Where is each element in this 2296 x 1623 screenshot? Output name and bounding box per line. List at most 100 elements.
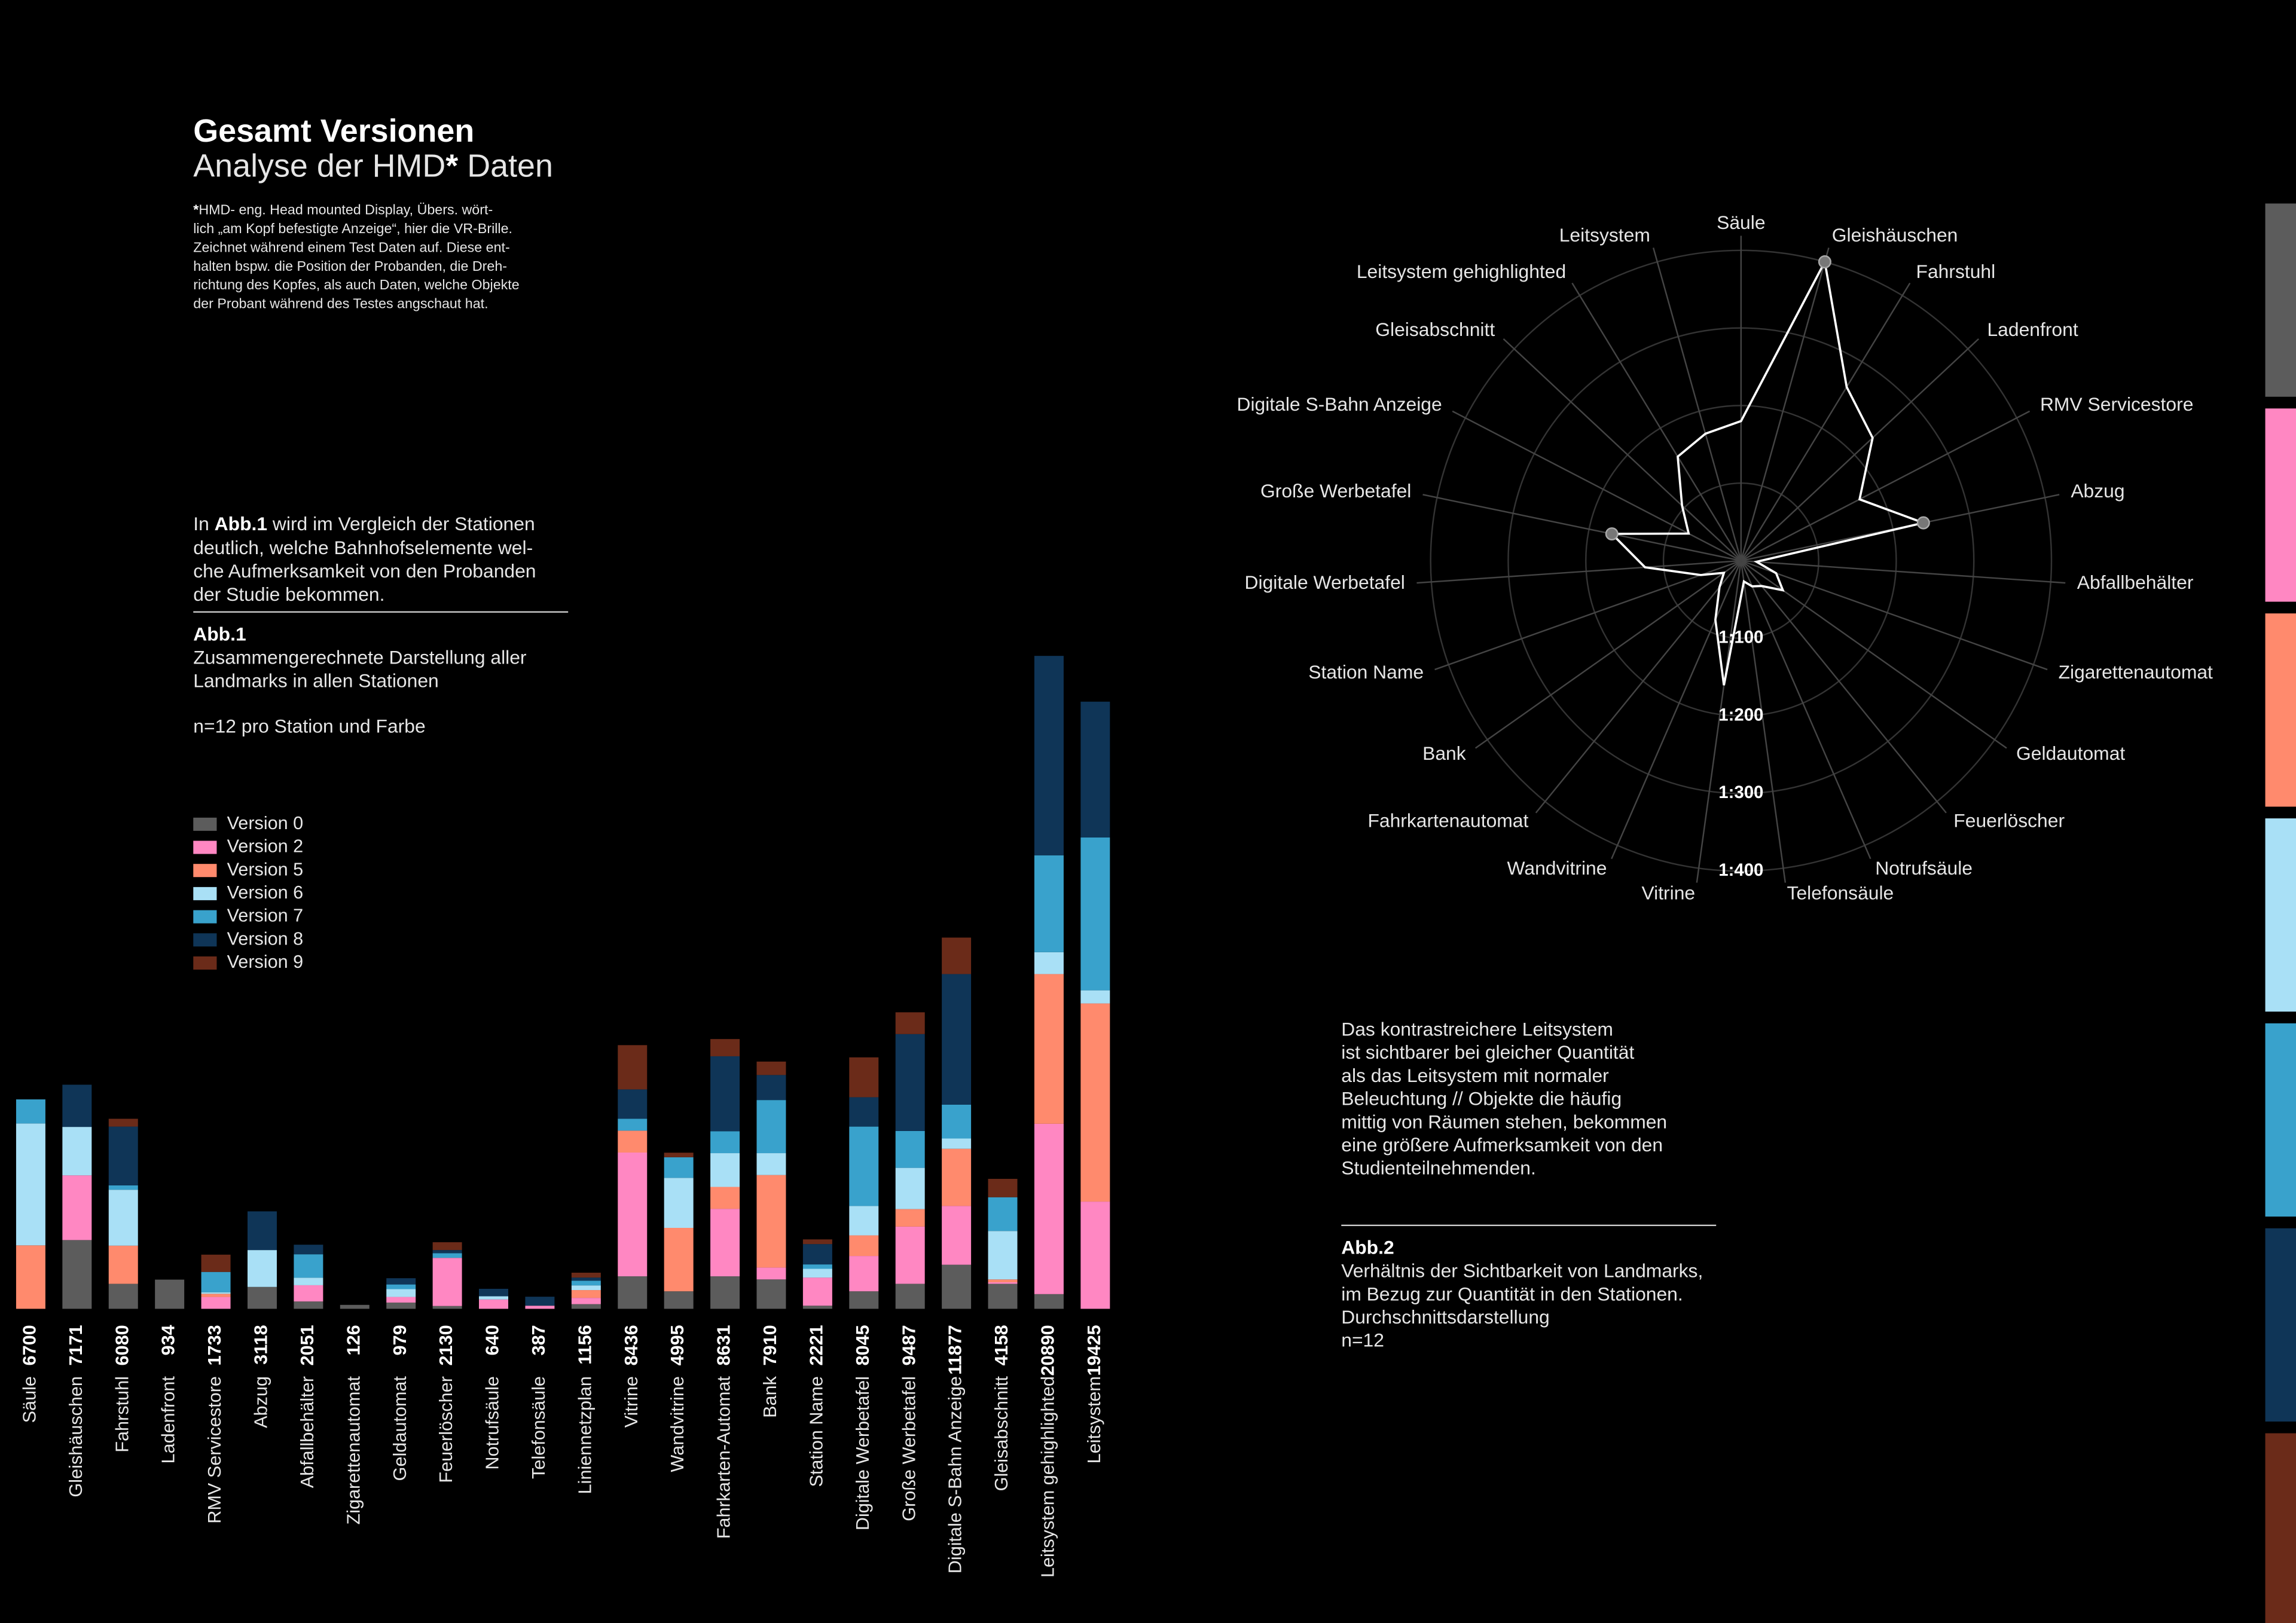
- footnote-line: richtung des Kopfes, als auch Daten, wel…: [193, 277, 519, 292]
- x-tick-label: Gleishäuschen: [66, 1376, 86, 1497]
- bar-segment: [895, 1226, 925, 1284]
- bar-segment: [942, 1206, 972, 1265]
- axis-label: Fahrstuhl: [1916, 261, 1996, 282]
- intro-bold: Abb.1: [215, 514, 267, 535]
- bar-segment: [294, 1301, 323, 1309]
- bar-segment: [1034, 1294, 1064, 1309]
- legend-swatch: [193, 817, 217, 831]
- x-tick-label: Vitrine: [621, 1376, 642, 1428]
- bar-segment: [1080, 1003, 1110, 1202]
- x-tick-label: Telefonsäule: [529, 1376, 549, 1479]
- x-tick-label: RMV Servicestore: [204, 1376, 225, 1524]
- bar-segment: [710, 1276, 740, 1309]
- legend-label: Version 8: [227, 928, 304, 949]
- bar-segment: [1034, 1123, 1064, 1294]
- bar-segment: [988, 1231, 1018, 1280]
- bar-segment: [618, 1118, 648, 1131]
- note-line: eine größere Aufmerksamkeit von den: [1341, 1134, 1663, 1156]
- bar-segment: [247, 1286, 277, 1309]
- axis-label: Geldautomat: [2016, 742, 2125, 764]
- abb2-label: Abb.2: [1341, 1236, 1394, 1258]
- x-tick-label: Wandvitrine: [667, 1376, 688, 1472]
- bar-segment: [988, 1279, 1018, 1282]
- title: Gesamt Versionen: [193, 113, 474, 149]
- axis-label: Telefonsäule: [1787, 882, 1894, 903]
- bar-segment: [802, 1306, 832, 1309]
- bar-segment: [62, 1084, 92, 1127]
- bar-segment: [386, 1302, 416, 1309]
- bar-segment: [618, 1130, 648, 1153]
- axis-label: Abfallbehälter: [2077, 571, 2194, 593]
- abb1-line: Zusammengerechnete Darstellung aller: [193, 646, 527, 668]
- x-tick-label: Notrufsäule: [483, 1376, 503, 1470]
- bar-total: 934: [158, 1325, 179, 1355]
- footnote-text: HMD- eng. Head mounted Display, Übers. w…: [199, 202, 493, 218]
- spoke: [1741, 410, 2031, 562]
- bar-total: 126: [343, 1325, 364, 1355]
- radar-line: [1609, 258, 1928, 686]
- axis-label: Station Name: [1308, 661, 1424, 683]
- axis-label: Feuerlöscher: [1953, 809, 2065, 831]
- intro-line: deutlich, welche Bahnhofselemente wel-: [193, 537, 533, 558]
- bar-segment: [108, 1118, 138, 1127]
- bar-segment: [942, 1104, 972, 1139]
- bar-segment: [988, 1179, 1018, 1197]
- bar-total: 8631: [714, 1325, 734, 1365]
- abb2-line: Durchschnittsdarstellung: [1341, 1306, 1550, 1328]
- spoke: [1741, 560, 2048, 671]
- r-tick-label: 1:400: [1718, 860, 1763, 880]
- axis-label: Fahrkartenautomat: [1367, 809, 1528, 831]
- bar-segment: [849, 1126, 879, 1206]
- bar-segment: [571, 1290, 601, 1298]
- bar-segment: [942, 1148, 972, 1206]
- legend-swatch: [193, 887, 217, 900]
- bar-segment: [942, 974, 972, 1105]
- bar-segment: [571, 1280, 601, 1286]
- subtitle: Analyse der HMD* Daten: [193, 148, 553, 184]
- bar-segment: [201, 1271, 231, 1292]
- bar-segment: [1034, 974, 1064, 1124]
- bar-segment: [16, 1245, 45, 1309]
- bar-segment: [247, 1211, 277, 1251]
- axis-label: Notrufsäule: [1875, 857, 1973, 879]
- bar-segment: [1080, 701, 1110, 838]
- bar-segment: [710, 1131, 740, 1154]
- bar-segment: [756, 1153, 786, 1175]
- bar-segment: [756, 1267, 786, 1280]
- bar-segment: [201, 1294, 231, 1297]
- x-tick-label: Station Name: [806, 1376, 826, 1487]
- bar-total: 8436: [621, 1325, 642, 1365]
- bar-segment: [664, 1227, 694, 1292]
- bar-segment: [942, 1264, 972, 1309]
- bar-total: 979: [390, 1325, 410, 1355]
- x-tick-label: Abzug: [251, 1376, 271, 1428]
- spoke: [1474, 560, 1742, 749]
- bar-segment: [895, 1034, 925, 1131]
- subtitle-star: *: [445, 148, 458, 184]
- spoke: [1503, 338, 1742, 561]
- bar-segment: [294, 1254, 323, 1278]
- bar-segment: [849, 1097, 879, 1127]
- bar-total: 6080: [112, 1325, 132, 1365]
- radar-highlight: [1605, 527, 1619, 541]
- bar-segment: [386, 1284, 416, 1289]
- x-tick-label: Liniennetzplan: [575, 1376, 595, 1494]
- bar-segment: [432, 1253, 462, 1258]
- bar-segment: [618, 1089, 648, 1119]
- axis-label: Große Werbetafel: [1260, 480, 1411, 502]
- spoke: [1452, 410, 1742, 562]
- intro-line: In Abb.1 wird im Vergleich der Stationen: [193, 514, 535, 535]
- bar-segment: [155, 1279, 185, 1309]
- footnote-line: der Probant während des Testes angschaut…: [193, 296, 488, 311]
- bar-segment: [108, 1245, 138, 1284]
- bar-segment: [664, 1178, 694, 1228]
- axis-label: RMV Servicestore: [2040, 393, 2193, 415]
- bar-total: 3118: [251, 1325, 271, 1364]
- x-tick-label: Digitale S-Bahn Anzeige: [945, 1376, 966, 1573]
- legend-swatch: [193, 864, 217, 878]
- bar-segment: [802, 1244, 832, 1265]
- bar-segment: [942, 1138, 972, 1149]
- bar-segment: [988, 1282, 1018, 1284]
